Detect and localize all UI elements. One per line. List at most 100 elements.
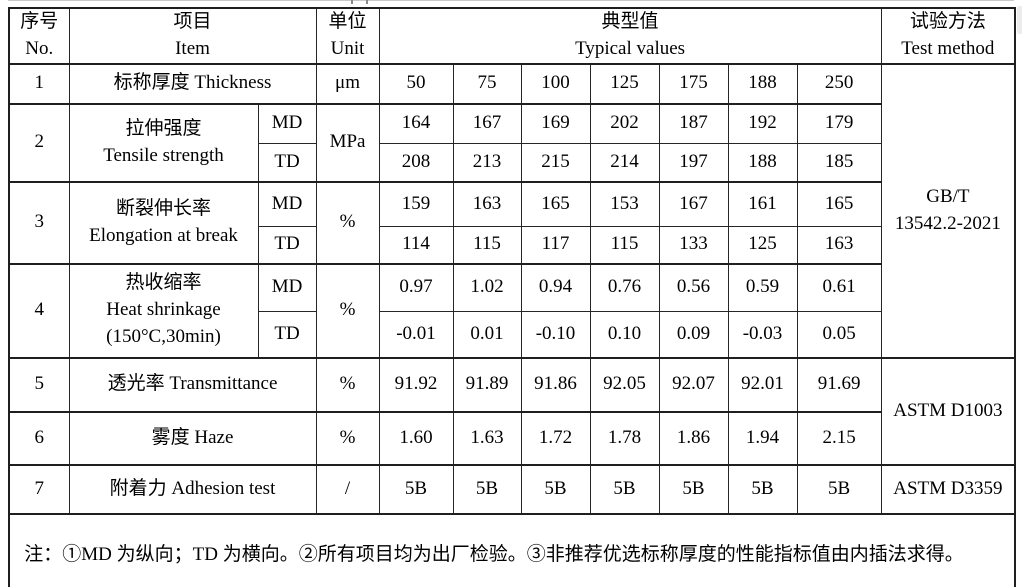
cropped-text-fragment [351, 0, 368, 4]
header-no: 序号 No. [8, 7, 70, 65]
cell-value: 0.09 [658, 310, 729, 359]
cell-value: 75 [452, 62, 522, 105]
cell-unit: μm [315, 62, 380, 105]
cell-value: 1.63 [452, 410, 522, 466]
cell-value: 159 [378, 180, 454, 227]
cell-value: 2.15 [796, 410, 882, 466]
cell-item: 热收缩率 Heat shrinkage (150°C,30min) [68, 262, 259, 359]
cell-value: 1.94 [727, 410, 798, 466]
cell-value: 0.01 [452, 310, 522, 359]
cell-no: 2 [8, 102, 70, 183]
table-row-shrinkage-td: TD -0.01 0.01 -0.10 0.10 0.09 -0.03 0.05 [9, 310, 1015, 359]
cell-value: 115 [589, 225, 660, 265]
cell-value: 115 [452, 225, 522, 265]
cell-value: 5B [378, 463, 454, 515]
cell-value: 114 [378, 225, 454, 265]
cell-md-label: MD [257, 262, 317, 312]
cell-value: 164 [378, 102, 454, 144]
cell-value: 153 [589, 180, 660, 227]
cell-value: 208 [378, 142, 454, 183]
cell-unit: % [315, 180, 380, 265]
table-row-transmittance: 5 透光率 Transmittance % 91.92 91.89 91.86 … [8, 356, 1016, 466]
cell-value: 0.76 [589, 262, 660, 312]
header-item: 项目 Item [68, 7, 317, 65]
cell-value: 163 [452, 180, 522, 227]
cell-value: 5B [796, 463, 882, 515]
cell-value: 5B [452, 463, 522, 515]
cell-md-label: MD [257, 102, 317, 144]
cell-value: 215 [520, 142, 591, 183]
cell-value: 125 [589, 62, 660, 105]
header-typical-values: 典型值 Typical values [378, 7, 882, 65]
cell-value: 1.60 [378, 410, 454, 466]
cell-value: 197 [658, 142, 729, 183]
cell-value: 5B [727, 463, 798, 515]
cell-td-label: TD [257, 142, 317, 183]
cell-no: 5 [8, 356, 70, 413]
cell-value: 163 [796, 225, 882, 265]
cell-item: 附着力 Adhesion test [68, 463, 317, 515]
cell-no: 1 [8, 62, 70, 105]
cell-value: 50 [378, 62, 454, 105]
cell-td-label: TD [257, 225, 317, 265]
footnote-text: 注：①MD 为纵向；TD 为横向。②所有项目均为出厂检验。③非推荐优选标称厚度的… [24, 543, 964, 565]
cell-value: 0.10 [589, 310, 660, 359]
cell-no: 6 [8, 410, 70, 466]
cell-value: 165 [796, 180, 882, 227]
cell-item: 断裂伸长率 Elongation at break [68, 180, 259, 265]
cell-test-method-astm-d1003: ASTM D1003 [880, 356, 1016, 466]
cell-value: 250 [796, 62, 882, 105]
cell-no: 7 [8, 463, 70, 515]
table-row-elongation-md: 3 断裂伸长率 Elongation at break MD % 159 163… [8, 180, 1015, 265]
table-row-thickness: 1 标称厚度 Thickness μm 50 75 100 125 175 18… [8, 62, 1016, 359]
cell-item: 透光率 Transmittance [68, 356, 317, 413]
cell-test-method-astm-d3359: ASTM D3359 [880, 463, 1016, 515]
cell-unit: % [315, 262, 380, 359]
cell-value: -0.10 [520, 310, 591, 359]
cell-value: 165 [520, 180, 591, 227]
cell-value: 167 [452, 102, 522, 144]
cell-value: 169 [520, 102, 591, 144]
cell-unit: % [315, 356, 380, 413]
cell-value: 0.97 [378, 262, 454, 312]
table-header-row: 序号 No. 项目 Item 单位 Unit 典型值 Typical value… [8, 7, 1016, 65]
cell-value: 91.89 [452, 356, 522, 413]
cell-td-label: TD [257, 310, 317, 359]
cell-value: 192 [727, 102, 798, 144]
cell-no: 3 [8, 180, 70, 265]
cell-value: 92.01 [727, 356, 798, 413]
cell-item: 雾度 Haze [68, 410, 317, 466]
cell-value: 0.61 [796, 262, 882, 312]
cell-value: 1.02 [452, 262, 522, 312]
table-row-tensile-td: TD 208 213 215 214 197 188 185 [9, 142, 1015, 183]
cell-value: -0.03 [727, 310, 798, 359]
header-unit: 单位 Unit [315, 7, 380, 65]
table-row-elongation-td: TD 114 115 117 115 133 125 163 [9, 225, 1015, 265]
cell-value: 91.86 [520, 356, 591, 413]
cell-value: 5B [520, 463, 591, 515]
cell-value: 100 [520, 62, 591, 105]
cell-value: 1.86 [658, 410, 729, 466]
cell-value: 1.78 [589, 410, 660, 466]
cell-value: 185 [796, 142, 882, 183]
cell-value: 0.59 [727, 262, 798, 312]
cell-value: 92.05 [589, 356, 660, 413]
cell-value: 133 [658, 225, 729, 265]
cell-value: 179 [796, 102, 882, 144]
material-spec-table: 序号 No. 项目 Item 单位 Unit 典型值 Typical value… [8, 7, 1017, 587]
cell-value: 188 [727, 142, 798, 183]
cell-value: 117 [520, 225, 591, 265]
table-row-adhesion: 7 附着力 Adhesion test / 5B 5B 5B 5B 5B 5B … [8, 463, 1016, 515]
cell-item: 拉伸强度 Tensile strength [68, 102, 259, 183]
cell-md-label: MD [257, 180, 317, 227]
footnote-cell: 注：①MD 为纵向；TD 为横向。②所有项目均为出厂检验。③非推荐优选标称厚度的… [8, 512, 1016, 587]
cell-value: 125 [727, 225, 798, 265]
cell-value: 92.07 [658, 356, 729, 413]
table-row-tensile-md: 2 拉伸强度 Tensile strength MD MPa 164 167 1… [8, 102, 1015, 183]
cell-value: -0.01 [378, 310, 454, 359]
cropped-top-edge-artifact [8, 0, 1014, 1]
cell-value: 91.69 [796, 356, 882, 413]
cell-value: 167 [658, 180, 729, 227]
cell-value: 188 [727, 62, 798, 105]
